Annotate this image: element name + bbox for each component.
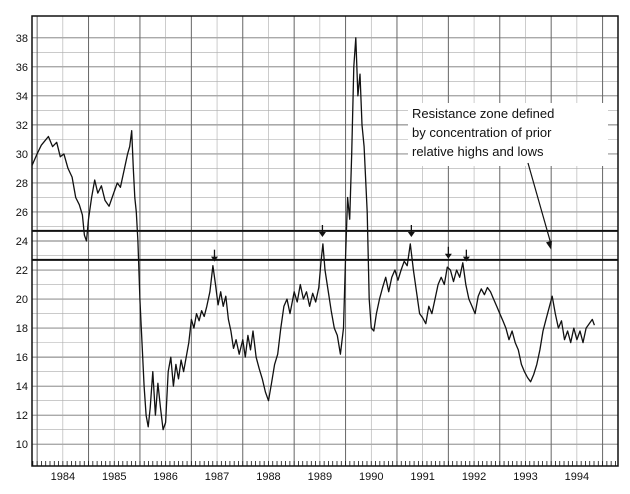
x-tick-label: 1987: [205, 471, 229, 483]
arrow-marker: [462, 249, 470, 262]
x-tick-label: 1993: [513, 471, 537, 483]
arrow-marker: [444, 246, 452, 259]
resistance-annotation: Resistance zone defined by concentration …: [408, 103, 608, 250]
y-tick-label: 24: [16, 236, 28, 248]
x-tick-label: 1989: [308, 471, 332, 483]
x-tick-label: 1992: [462, 471, 486, 483]
annotation-background: [408, 103, 608, 166]
plot-frame: [31, 15, 619, 467]
arrow-marker: [318, 225, 326, 237]
y-tick-label: 32: [16, 120, 28, 132]
arrow-marker: [210, 249, 218, 262]
y-tick-label: 28: [16, 178, 28, 190]
x-tick-label: 1990: [359, 471, 383, 483]
y-tick-label: 34: [16, 91, 28, 103]
series-line: [31, 37, 596, 431]
arrow-marker-head: [444, 253, 452, 259]
x-tick-label: 1984: [51, 471, 75, 483]
arrow-marker-head: [407, 232, 415, 237]
y-tick-label: 26: [16, 207, 28, 219]
y-tick-label: 38: [16, 33, 28, 45]
y-tick-label: 22: [16, 265, 28, 277]
arrow-marker-head: [462, 256, 470, 262]
y-tick-label: 36: [16, 62, 28, 74]
y-tick-label: 14: [16, 381, 28, 393]
arrow-marker-head: [318, 232, 326, 237]
y-tick-label: 20: [16, 294, 28, 306]
x-axis-ticks: 1984 1985 1986 1987 1988 1989 1990 1991 1992 1993…: [32, 461, 616, 483]
y-tick-label: 30: [16, 149, 28, 161]
annotation-text-line: Resistance zone defined: [412, 106, 554, 121]
y-tick-label: 16: [16, 352, 28, 364]
arrow-marker: [407, 225, 415, 237]
annotation-arrow-line: [527, 162, 552, 245]
arrow-marker-head: [210, 256, 218, 262]
y-tick-label: 18: [16, 323, 28, 335]
grid-lines: [32, 16, 618, 466]
x-tick-label: 1991: [410, 471, 434, 483]
series-group: [31, 37, 596, 431]
y-tick-label: 10: [16, 439, 28, 451]
x-tick-label: 1985: [102, 471, 126, 483]
annotation-text-line: relative highs and lows: [412, 144, 544, 159]
arrow-markers: [210, 225, 470, 262]
x-tick-label: 1988: [256, 471, 280, 483]
y-tick-label: 12: [16, 410, 28, 422]
annotation-arrow-head: [546, 240, 552, 250]
x-tick-label: 1986: [153, 471, 177, 483]
resistance-lines: [32, 229, 618, 261]
x-tick-label: 1994: [565, 471, 589, 483]
annotation-text-line: by concentration of prior: [412, 125, 552, 140]
y-axis-ticks: 10 12 14 16 18 20 22 24 26 28 30 32 34 36 38: [16, 33, 28, 451]
